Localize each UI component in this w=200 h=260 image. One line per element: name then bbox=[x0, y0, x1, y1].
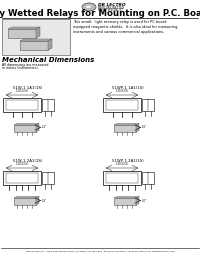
Polygon shape bbox=[36, 124, 39, 132]
Bar bbox=[142, 172, 154, 184]
Bar bbox=[3, 171, 41, 185]
Text: 1.30(33.0): 1.30(33.0) bbox=[16, 89, 29, 93]
Text: MERCURY WETTED: MERCURY WETTED bbox=[98, 6, 124, 10]
Text: dbl: dbl bbox=[86, 5, 92, 9]
Polygon shape bbox=[136, 124, 139, 132]
Bar bbox=[114, 198, 136, 205]
Bar bbox=[3, 98, 41, 112]
Bar bbox=[8, 29, 36, 38]
Text: 0.1": 0.1" bbox=[42, 198, 47, 203]
Polygon shape bbox=[114, 124, 139, 125]
Bar bbox=[106, 100, 138, 110]
Text: Mechanical Dimensions: Mechanical Dimensions bbox=[2, 57, 94, 63]
Bar bbox=[42, 172, 54, 184]
Bar bbox=[142, 99, 154, 111]
Text: 1.30(33.0): 1.30(33.0) bbox=[116, 89, 128, 93]
Polygon shape bbox=[8, 27, 40, 29]
Text: 1.30(33.0): 1.30(33.0) bbox=[16, 162, 29, 166]
Bar bbox=[42, 99, 54, 111]
Bar bbox=[2, 19, 70, 55]
Ellipse shape bbox=[82, 3, 96, 11]
Text: DB LECTRO Inc.  2000 East Martin Luther | Prospect Ht. 847-537  tel:(800)-444-56: DB LECTRO Inc. 2000 East Martin Luther |… bbox=[26, 251, 174, 253]
Text: equipped magnetic shields.  It is also ideal for measuring: equipped magnetic shields. It is also id… bbox=[73, 25, 178, 29]
Text: 0.1": 0.1" bbox=[142, 198, 147, 203]
Polygon shape bbox=[14, 124, 39, 125]
Text: Mercury Wetted Relays for Mounting on P.C. Boards.(1): Mercury Wetted Relays for Mounting on P.… bbox=[0, 9, 200, 17]
Text: 0.1": 0.1" bbox=[142, 126, 147, 129]
Polygon shape bbox=[20, 39, 52, 41]
Bar bbox=[6, 173, 38, 183]
Text: This small,  light mercury relay is used for PC board: This small, light mercury relay is used … bbox=[73, 20, 166, 24]
Bar bbox=[6, 100, 38, 110]
Text: All dimensions are measured: All dimensions are measured bbox=[2, 63, 48, 67]
Polygon shape bbox=[36, 197, 39, 205]
Text: instruments and various commercial applications.: instruments and various commercial appli… bbox=[73, 30, 164, 34]
Polygon shape bbox=[114, 197, 139, 198]
Bar bbox=[14, 125, 36, 132]
Bar bbox=[20, 41, 48, 50]
Text: DB LECTRO: DB LECTRO bbox=[98, 3, 126, 8]
Text: 51WP-1 1A1(1S): 51WP-1 1A1(1S) bbox=[112, 86, 144, 90]
Text: 51W-1 1A1(1S): 51W-1 1A1(1S) bbox=[13, 86, 43, 90]
Text: in inches (millimeters).: in inches (millimeters). bbox=[2, 66, 39, 70]
Text: RELAY SPECIALIST: RELAY SPECIALIST bbox=[98, 8, 123, 12]
Bar bbox=[103, 98, 141, 112]
Text: 51WP-1 2A1(1S): 51WP-1 2A1(1S) bbox=[112, 159, 144, 163]
Bar bbox=[114, 125, 136, 132]
Polygon shape bbox=[136, 197, 139, 205]
Text: 51W-1 2A1(1S): 51W-1 2A1(1S) bbox=[13, 159, 43, 163]
Polygon shape bbox=[48, 39, 52, 50]
Text: 0.1": 0.1" bbox=[42, 126, 47, 129]
Polygon shape bbox=[36, 27, 40, 38]
Text: 1.30(33.0): 1.30(33.0) bbox=[116, 162, 128, 166]
Bar bbox=[14, 198, 36, 205]
Bar bbox=[106, 173, 138, 183]
Polygon shape bbox=[14, 197, 39, 198]
Bar bbox=[103, 171, 141, 185]
